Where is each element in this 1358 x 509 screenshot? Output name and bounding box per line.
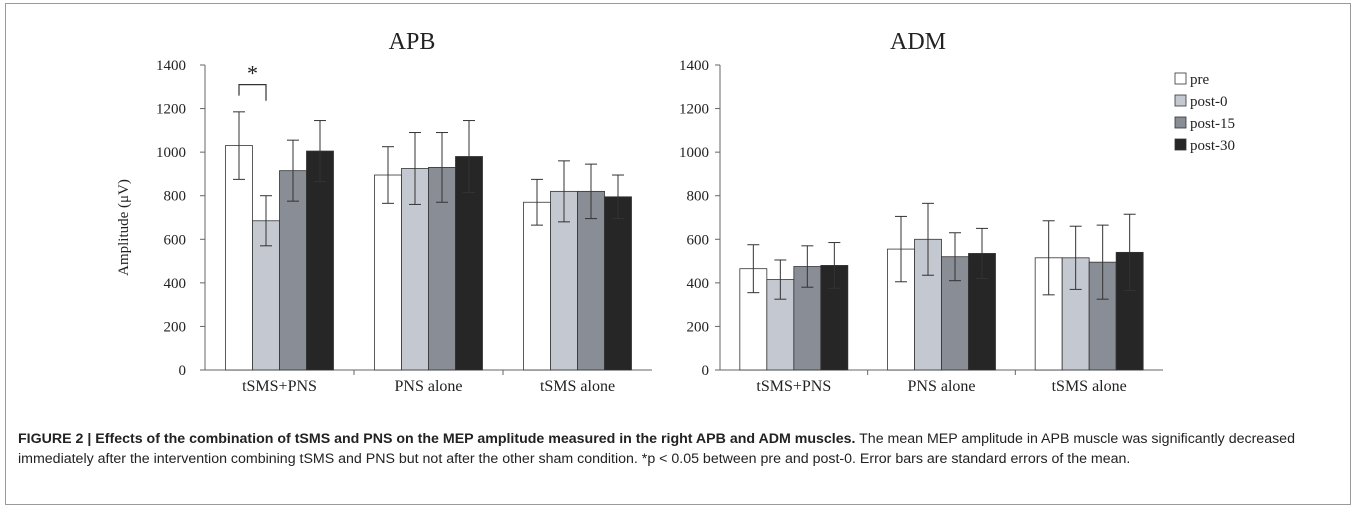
caption-title: FIGURE 2 | Effects of the combination of… <box>18 431 856 447</box>
y-tick-label: 200 <box>164 319 187 335</box>
x-tick-label: tSMS+PNS <box>756 378 831 395</box>
y-tick-label: 800 <box>164 189 187 205</box>
bar <box>550 190 578 371</box>
y-tick-label: 1200 <box>679 102 709 118</box>
y-tick-label: 0 <box>702 363 710 379</box>
y-tick-label: 400 <box>687 276 710 292</box>
y-tick-label: 800 <box>687 189 710 205</box>
legend-swatch <box>1174 94 1187 107</box>
bar <box>604 196 632 371</box>
y-tick-label: 1000 <box>679 145 709 161</box>
chart-panel-adm: ADM 0 200 400 600 800 1000 1200 1400 tSMS+PNS PNS … <box>679 29 1235 395</box>
x-tick-label: tSMS alone <box>1052 378 1127 395</box>
y-tick-label: 1400 <box>156 58 186 74</box>
caption-body: The mean MEP amplitude in APB muscle was… <box>18 431 1295 467</box>
y-tick-label: 0 <box>179 363 187 379</box>
bar <box>306 150 334 371</box>
bar <box>523 201 551 371</box>
y-tick-label: 600 <box>687 232 710 248</box>
chart-panel-apb: APB 0 200 400 600 800 1000 1200 1400 Amplitude (μ… <box>116 29 652 395</box>
bar <box>1061 257 1090 371</box>
legend-swatch <box>1174 138 1187 151</box>
bar <box>577 190 605 371</box>
legend-swatch <box>1174 116 1187 129</box>
x-tick-label: PNS alone <box>908 378 976 395</box>
chart-title: APB <box>389 29 436 55</box>
y-axis-label: Amplitude (μV) <box>116 179 132 276</box>
x-tick-label: tSMS alone <box>540 378 615 395</box>
legend-swatch <box>1174 72 1187 85</box>
y-tick-label: 400 <box>164 276 187 292</box>
y-tick-label: 1400 <box>679 58 709 74</box>
figure-caption: FIGURE 2 | Effects of the combination of… <box>18 429 1338 469</box>
significance-marker: * <box>247 61 258 86</box>
bar <box>374 174 402 371</box>
significance-bracket <box>238 84 267 101</box>
legend-label: post-15 <box>1190 116 1235 132</box>
legend-label: post-0 <box>1190 94 1228 110</box>
y-tick-label: 600 <box>164 232 187 248</box>
y-tick-label: 1200 <box>156 102 186 118</box>
chart-title: ADM <box>890 29 946 55</box>
legend-label: pre <box>1190 72 1209 88</box>
y-tick-label: 1000 <box>156 145 186 161</box>
charts-canvas: APB 0 200 400 600 800 1000 1200 1400 Amplitude (μ… <box>116 29 1235 395</box>
x-tick-label: tSMS+PNS <box>242 378 317 395</box>
y-tick-label: 200 <box>687 319 710 335</box>
x-tick-label: PNS alone <box>395 378 463 395</box>
legend-label: post-30 <box>1190 138 1235 154</box>
bar <box>225 145 253 371</box>
